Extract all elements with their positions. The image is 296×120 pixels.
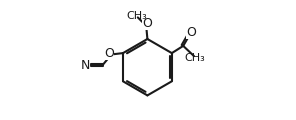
Text: N: N (81, 59, 90, 72)
Text: O: O (186, 26, 196, 39)
Text: O: O (142, 17, 152, 30)
Text: CH₃: CH₃ (184, 53, 205, 63)
Text: O: O (104, 47, 114, 60)
Text: CH₃: CH₃ (127, 11, 148, 21)
